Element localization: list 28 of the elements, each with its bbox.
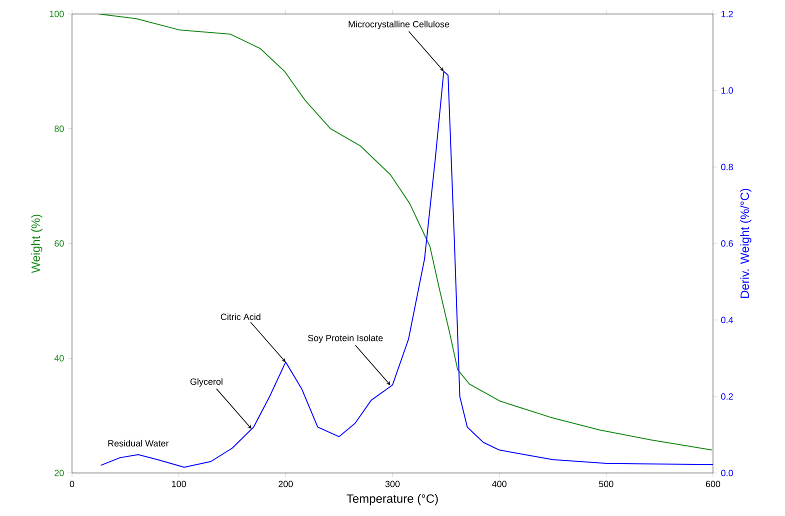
x-tick-label: 100 (172, 480, 186, 488)
x-tick-label: 200 (278, 480, 293, 488)
y2-tick-label: 0.6 (721, 240, 733, 247)
y2-tick-label: 0.4 (721, 316, 734, 324)
y-tick-label: 40 (54, 355, 64, 362)
annotation: Glycerol (190, 378, 222, 387)
x-tick-label: 0 (70, 480, 74, 488)
x-axis-title: Temperature (°C) (346, 494, 438, 506)
annotation: Microcrystalline Cellulose (348, 20, 450, 30)
y2-axis-title: Deriv. Weight (%/°C) (740, 188, 752, 298)
y2-tick-label: 1.2 (721, 10, 733, 18)
y2-tick-label: 0.0 (721, 470, 733, 476)
x-tick-label: 500 (599, 480, 614, 488)
annotation: Citric Acid (220, 313, 260, 320)
y-axis-title: Weight (%) (31, 214, 42, 274)
y-tick-label: 20 (54, 470, 64, 476)
y-tick-label: 80 (54, 126, 64, 132)
y-tick-label: 100 (50, 10, 64, 18)
line-series (98, 14, 712, 451)
x-tick-label: 400 (492, 480, 506, 488)
y2-tick-label: 0.2 (721, 393, 733, 400)
x-tick-label: 600 (706, 480, 720, 488)
y2-tick-label: 0.8 (721, 164, 733, 170)
annotation: Soy Protein Isolate (308, 334, 383, 344)
x-tick-label: 300 (385, 480, 400, 488)
y2-tick-label: 1.0 (721, 87, 733, 94)
annotation: Residual Water (108, 440, 169, 447)
y-tick-label: 60 (54, 240, 64, 247)
